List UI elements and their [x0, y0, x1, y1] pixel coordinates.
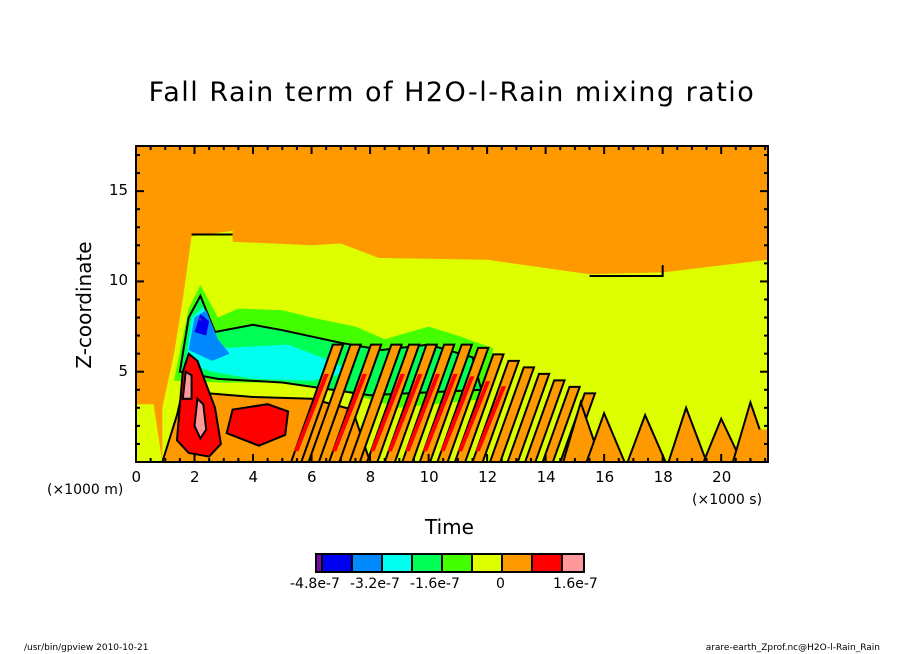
wave-band-core	[332, 374, 367, 452]
finger-positive	[585, 410, 626, 462]
wave-band-positive	[348, 343, 404, 462]
y-tick-label: 5	[118, 361, 129, 380]
finger-positive-edge	[744, 429, 768, 462]
colorbar-swatch	[561, 553, 585, 573]
x-tick-label: 20	[712, 468, 732, 486]
contour-field	[136, 146, 768, 462]
colorbar-swatch	[531, 553, 563, 573]
wave-band-core	[405, 374, 440, 452]
wave-band-core	[475, 386, 506, 452]
wave-band-core	[370, 374, 405, 452]
x-tick-label: 16	[595, 468, 615, 486]
wave-band-core	[457, 381, 491, 452]
contour-zero-line	[191, 233, 664, 278]
x-tick-label: 4	[248, 468, 259, 486]
x-tick-label: 14	[536, 468, 556, 486]
region-positive-max-2	[181, 370, 193, 400]
colorbar-tick-label: 1.6e-7	[553, 576, 598, 592]
colorbar-swatch	[471, 553, 503, 573]
x-unit-label: (×1000 s)	[692, 492, 763, 508]
colorbar	[315, 553, 585, 573]
colorbar-tick-label: -4.8e-7	[290, 576, 340, 592]
region-negative-min	[198, 317, 202, 321]
footer-right: arare-earth_Zprof.nc@H2O-l-Rain_Rain	[705, 643, 880, 653]
wave-band-positive	[541, 385, 582, 462]
x-tick-label: 18	[653, 468, 673, 486]
finger-positive	[702, 416, 743, 462]
colorbar-swatch	[351, 553, 383, 573]
axis-ticks	[135, 146, 768, 462]
colorbar-swatch	[411, 553, 443, 573]
wave-band-core	[440, 376, 475, 452]
colorbar-tick-label: 0	[496, 576, 505, 592]
chart-title: Fall Rain term of H2O-l-Rain mixing rati…	[148, 77, 756, 108]
region-negative-cyan	[185, 306, 353, 381]
x-tick-label: 10	[419, 468, 439, 486]
x-tick-label: 6	[307, 468, 317, 486]
region-positive-max	[193, 396, 208, 441]
x-axis-label: Time	[425, 515, 474, 539]
y-axis-label: Z-coordinate	[72, 241, 96, 369]
x-tick-label: 0	[131, 468, 142, 486]
footer-left: /usr/bin/gpview 2010-10-21	[24, 643, 149, 653]
region-negative-strong	[194, 313, 210, 336]
finger-positive	[667, 404, 708, 462]
colorbar-swatch	[381, 553, 413, 573]
colorbar-tick-label: -3.2e-7	[350, 576, 400, 592]
y-unit-label: (×1000 m)	[47, 482, 124, 498]
wave-band-core	[294, 374, 329, 452]
plot-frame	[135, 145, 769, 463]
wave-band-positive	[488, 366, 536, 462]
x-tick-label: 2	[190, 468, 200, 486]
y-tick-label: 10	[109, 271, 129, 290]
colorbar-swatch	[321, 553, 353, 573]
finger-positive	[626, 412, 667, 462]
y-tick-label: 15	[109, 181, 129, 200]
wave-band-positive	[307, 343, 363, 462]
colorbar-swatch	[441, 553, 473, 573]
wave-band-positive	[506, 372, 551, 462]
wave-band-positive	[524, 379, 566, 462]
x-tick-label: 8	[365, 468, 376, 486]
region-near-zero-left	[136, 404, 163, 462]
x-tick-label: 12	[478, 468, 498, 486]
colorbar-swatch	[501, 553, 533, 573]
region-positive-patch	[225, 403, 290, 447]
wave-band-core	[422, 374, 458, 452]
colorbar-tick-label: -1.6e-7	[410, 576, 460, 592]
wave-band-core	[387, 374, 423, 452]
